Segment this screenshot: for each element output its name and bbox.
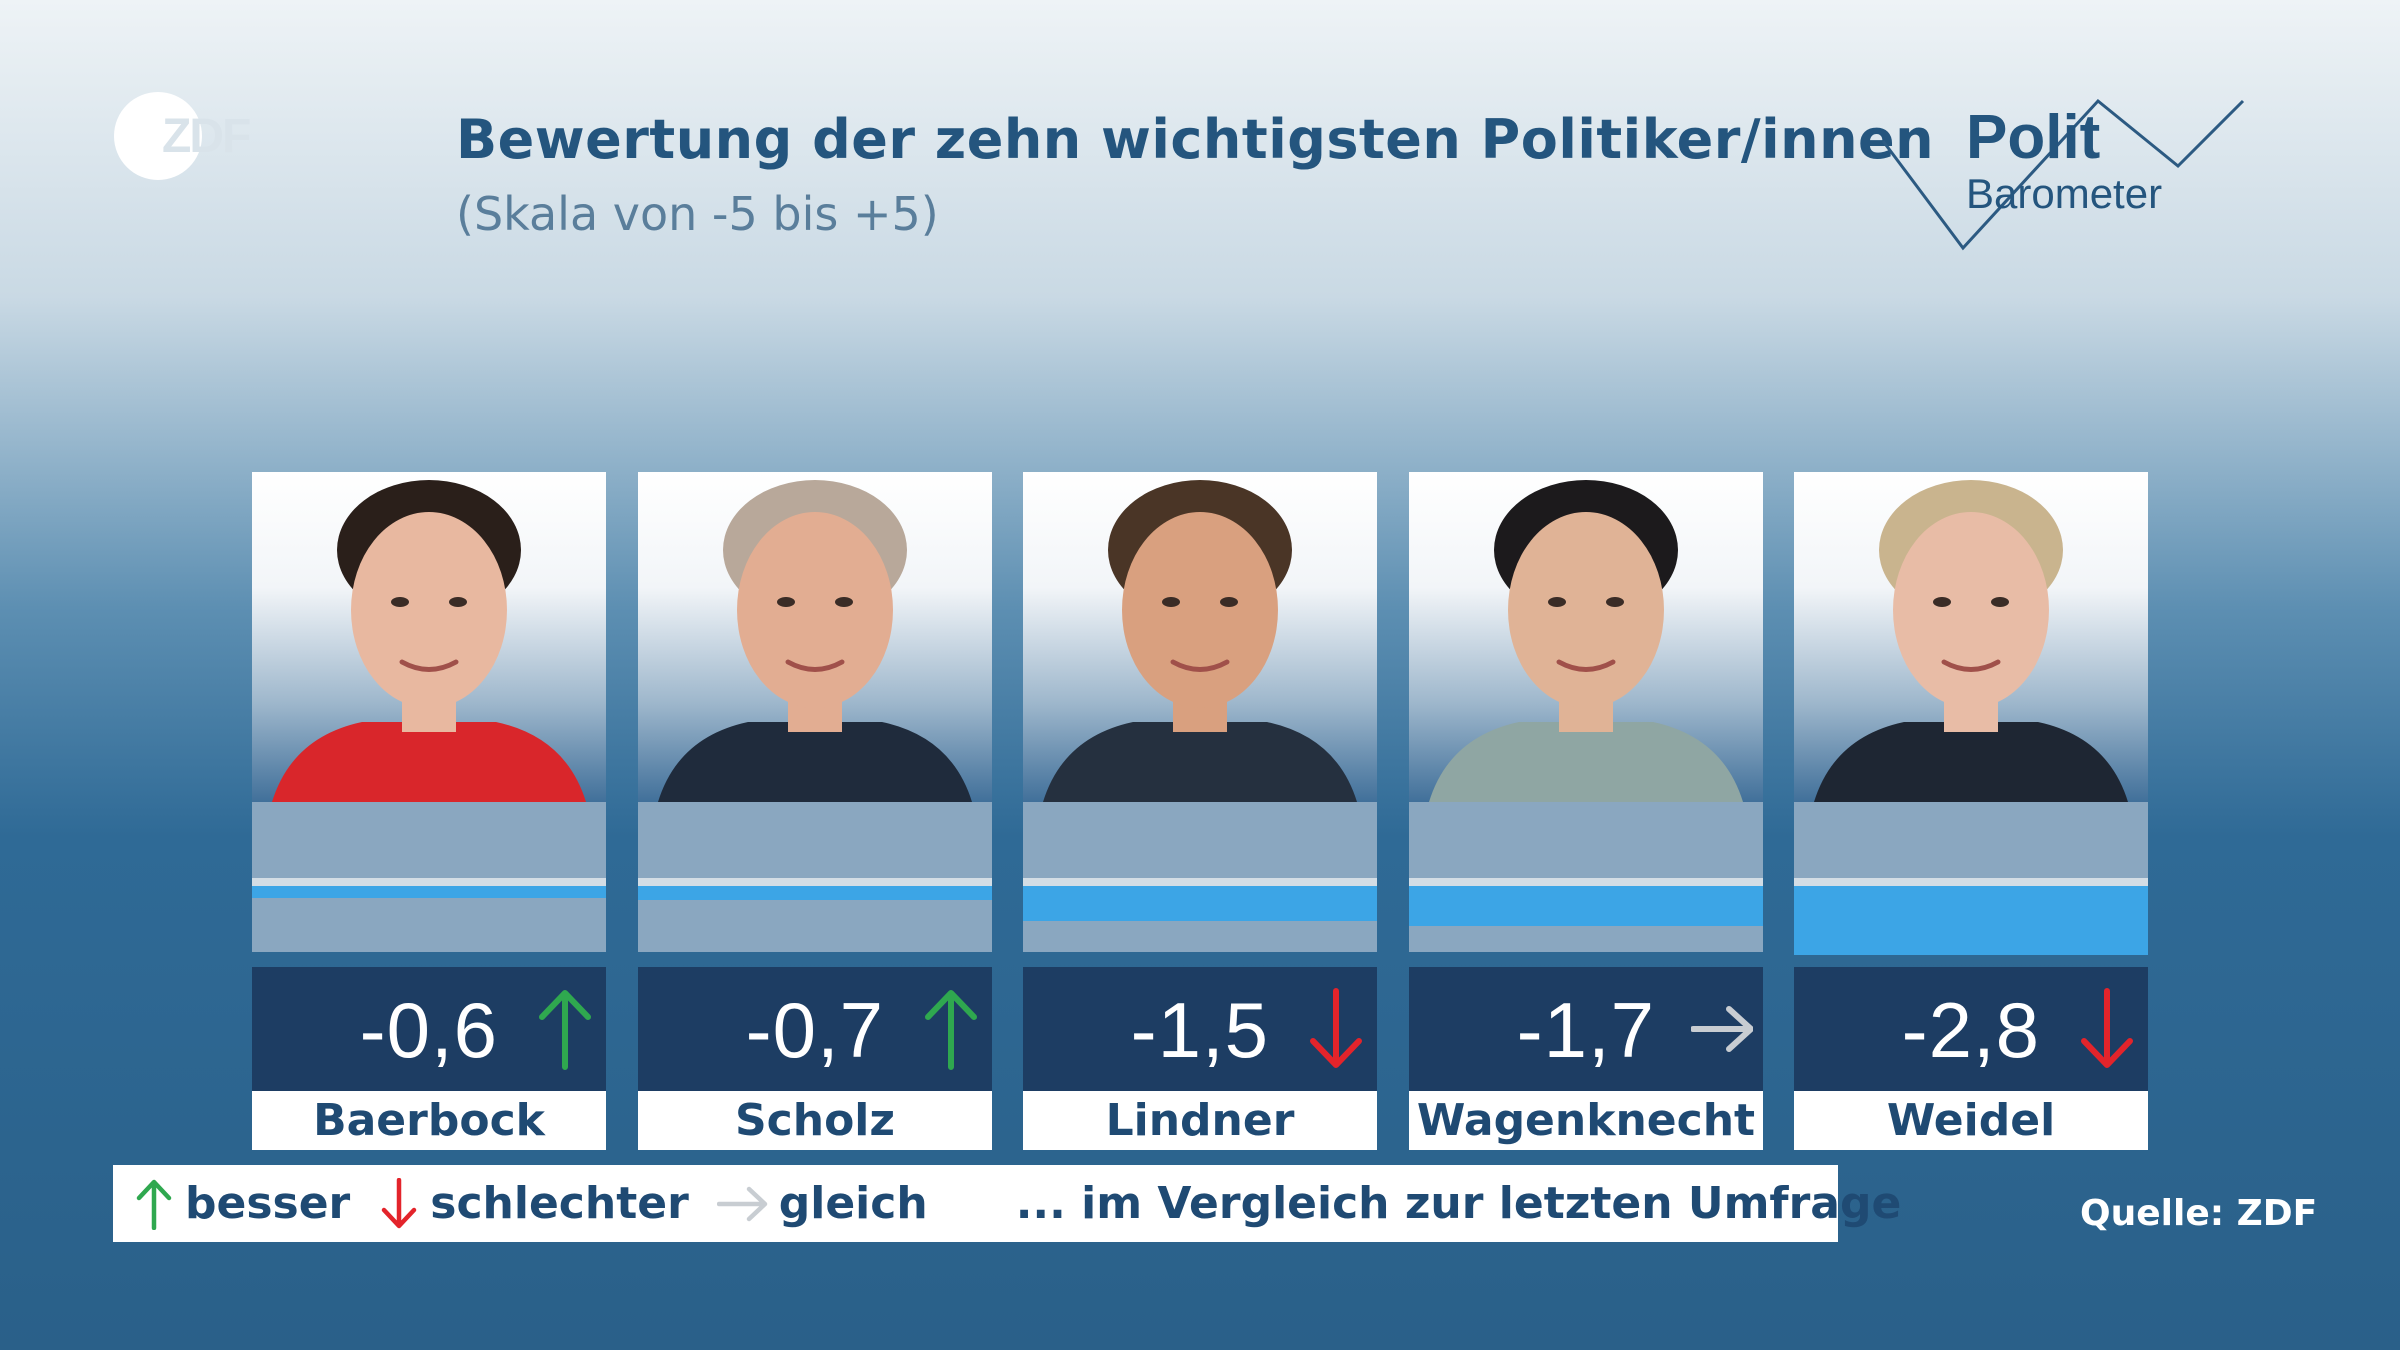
trend-same-icon xyxy=(1691,1006,1753,1052)
zdf-logo: ZDF ZDF xyxy=(114,92,252,180)
legend-note: ... im Vergleich zur letzten Umfrage xyxy=(1015,1178,1902,1229)
value-box: -1,7 xyxy=(1409,967,1763,1091)
trend-down-icon xyxy=(2081,988,2133,1068)
bar-wagenknecht xyxy=(1409,882,1763,927)
name-box: Scholz xyxy=(638,1091,992,1150)
name-box: Baerbock xyxy=(252,1091,606,1150)
legend-item-same: gleich xyxy=(716,1178,928,1230)
value-box: -1,5 xyxy=(1023,967,1377,1091)
legend-item-worse: schlechter xyxy=(378,1177,689,1230)
bar-track xyxy=(638,802,992,952)
zero-line xyxy=(638,878,992,886)
trend-down-icon xyxy=(1310,988,1362,1068)
title-block: Bewertung der zehn wichtigsten Politiker… xyxy=(456,108,1934,241)
category-label: Scholz xyxy=(734,1095,895,1146)
bar-track xyxy=(252,802,606,952)
bar-lindner xyxy=(1023,882,1377,921)
value-label: -0,6 xyxy=(359,986,498,1074)
portrait-photo xyxy=(638,472,992,802)
bar-track xyxy=(1023,802,1377,952)
bar-area xyxy=(638,802,992,1022)
column-wagenknecht: -1,7 Wagenknecht xyxy=(1409,472,1763,1150)
name-box: Wagenknecht xyxy=(1409,1091,1763,1150)
chart-title: Bewertung der zehn wichtigsten Politiker… xyxy=(456,108,1935,171)
bar-area xyxy=(252,802,606,1022)
column-scholz: -0,7 Scholz xyxy=(638,472,992,1150)
legend-item-better: besser xyxy=(133,1178,350,1230)
bar-area xyxy=(1409,802,1763,1022)
zero-line xyxy=(1023,878,1377,886)
portrait-photo xyxy=(1023,472,1377,802)
value-label: -2,8 xyxy=(1901,986,2040,1074)
column-weidel: -2,8 Weidel xyxy=(1794,472,2148,1150)
logo-text-barometer: Barometer xyxy=(1966,170,2162,217)
category-label: Lindner xyxy=(1105,1095,1295,1146)
arrow-down-icon xyxy=(382,1177,417,1228)
legend: besser schlechter gleich ... im Vergleic… xyxy=(113,1165,1901,1242)
value-label: -1,5 xyxy=(1130,986,1269,1074)
legend-label-better: besser xyxy=(185,1178,351,1229)
legend-label-same: gleich xyxy=(778,1178,928,1229)
name-box: Lindner xyxy=(1023,1091,1377,1150)
column-baerbock: -0,6 Baerbock xyxy=(252,472,606,1150)
value-box: -0,7 xyxy=(638,967,992,1091)
value-box: -0,6 xyxy=(252,967,606,1091)
zero-line xyxy=(1794,878,2148,886)
source-label: Quelle: ZDF xyxy=(2080,1193,2318,1234)
trend-up-icon xyxy=(925,990,977,1070)
legend-label-worse: schlechter xyxy=(430,1178,689,1229)
value-box: -2,8 xyxy=(1794,967,2148,1091)
bar-area xyxy=(1023,802,1377,1022)
category-label: Weidel xyxy=(1886,1095,2056,1146)
name-box: Weidel xyxy=(1794,1091,2148,1150)
value-label: -1,7 xyxy=(1516,986,1655,1074)
politbarometer-logo: Polit Barometer xyxy=(1881,98,2245,251)
portrait-photo xyxy=(1409,472,1763,802)
arrow-right-icon xyxy=(716,1186,768,1221)
svg-text:ZDF: ZDF xyxy=(162,110,250,163)
zero-line xyxy=(252,878,606,886)
logo-text-polit: Polit xyxy=(1966,103,2100,172)
bar-area xyxy=(1794,802,2148,1022)
bar-weidel xyxy=(1794,882,2148,955)
chart-subtitle: (Skala von -5 bis +5) xyxy=(456,187,939,241)
portrait-photo xyxy=(1794,472,2148,802)
zero-line xyxy=(1409,878,1763,886)
arrow-up-icon xyxy=(136,1179,172,1230)
trend-up-icon xyxy=(539,990,591,1070)
category-label: Baerbock xyxy=(313,1095,545,1146)
bar-track xyxy=(1409,802,1763,952)
category-label: Wagenknecht xyxy=(1416,1095,1756,1146)
bar-scholz xyxy=(638,882,992,901)
portrait-photo xyxy=(252,472,606,802)
column-lindner: -1,5 Lindner xyxy=(1023,472,1377,1150)
value-label: -0,7 xyxy=(745,986,884,1074)
